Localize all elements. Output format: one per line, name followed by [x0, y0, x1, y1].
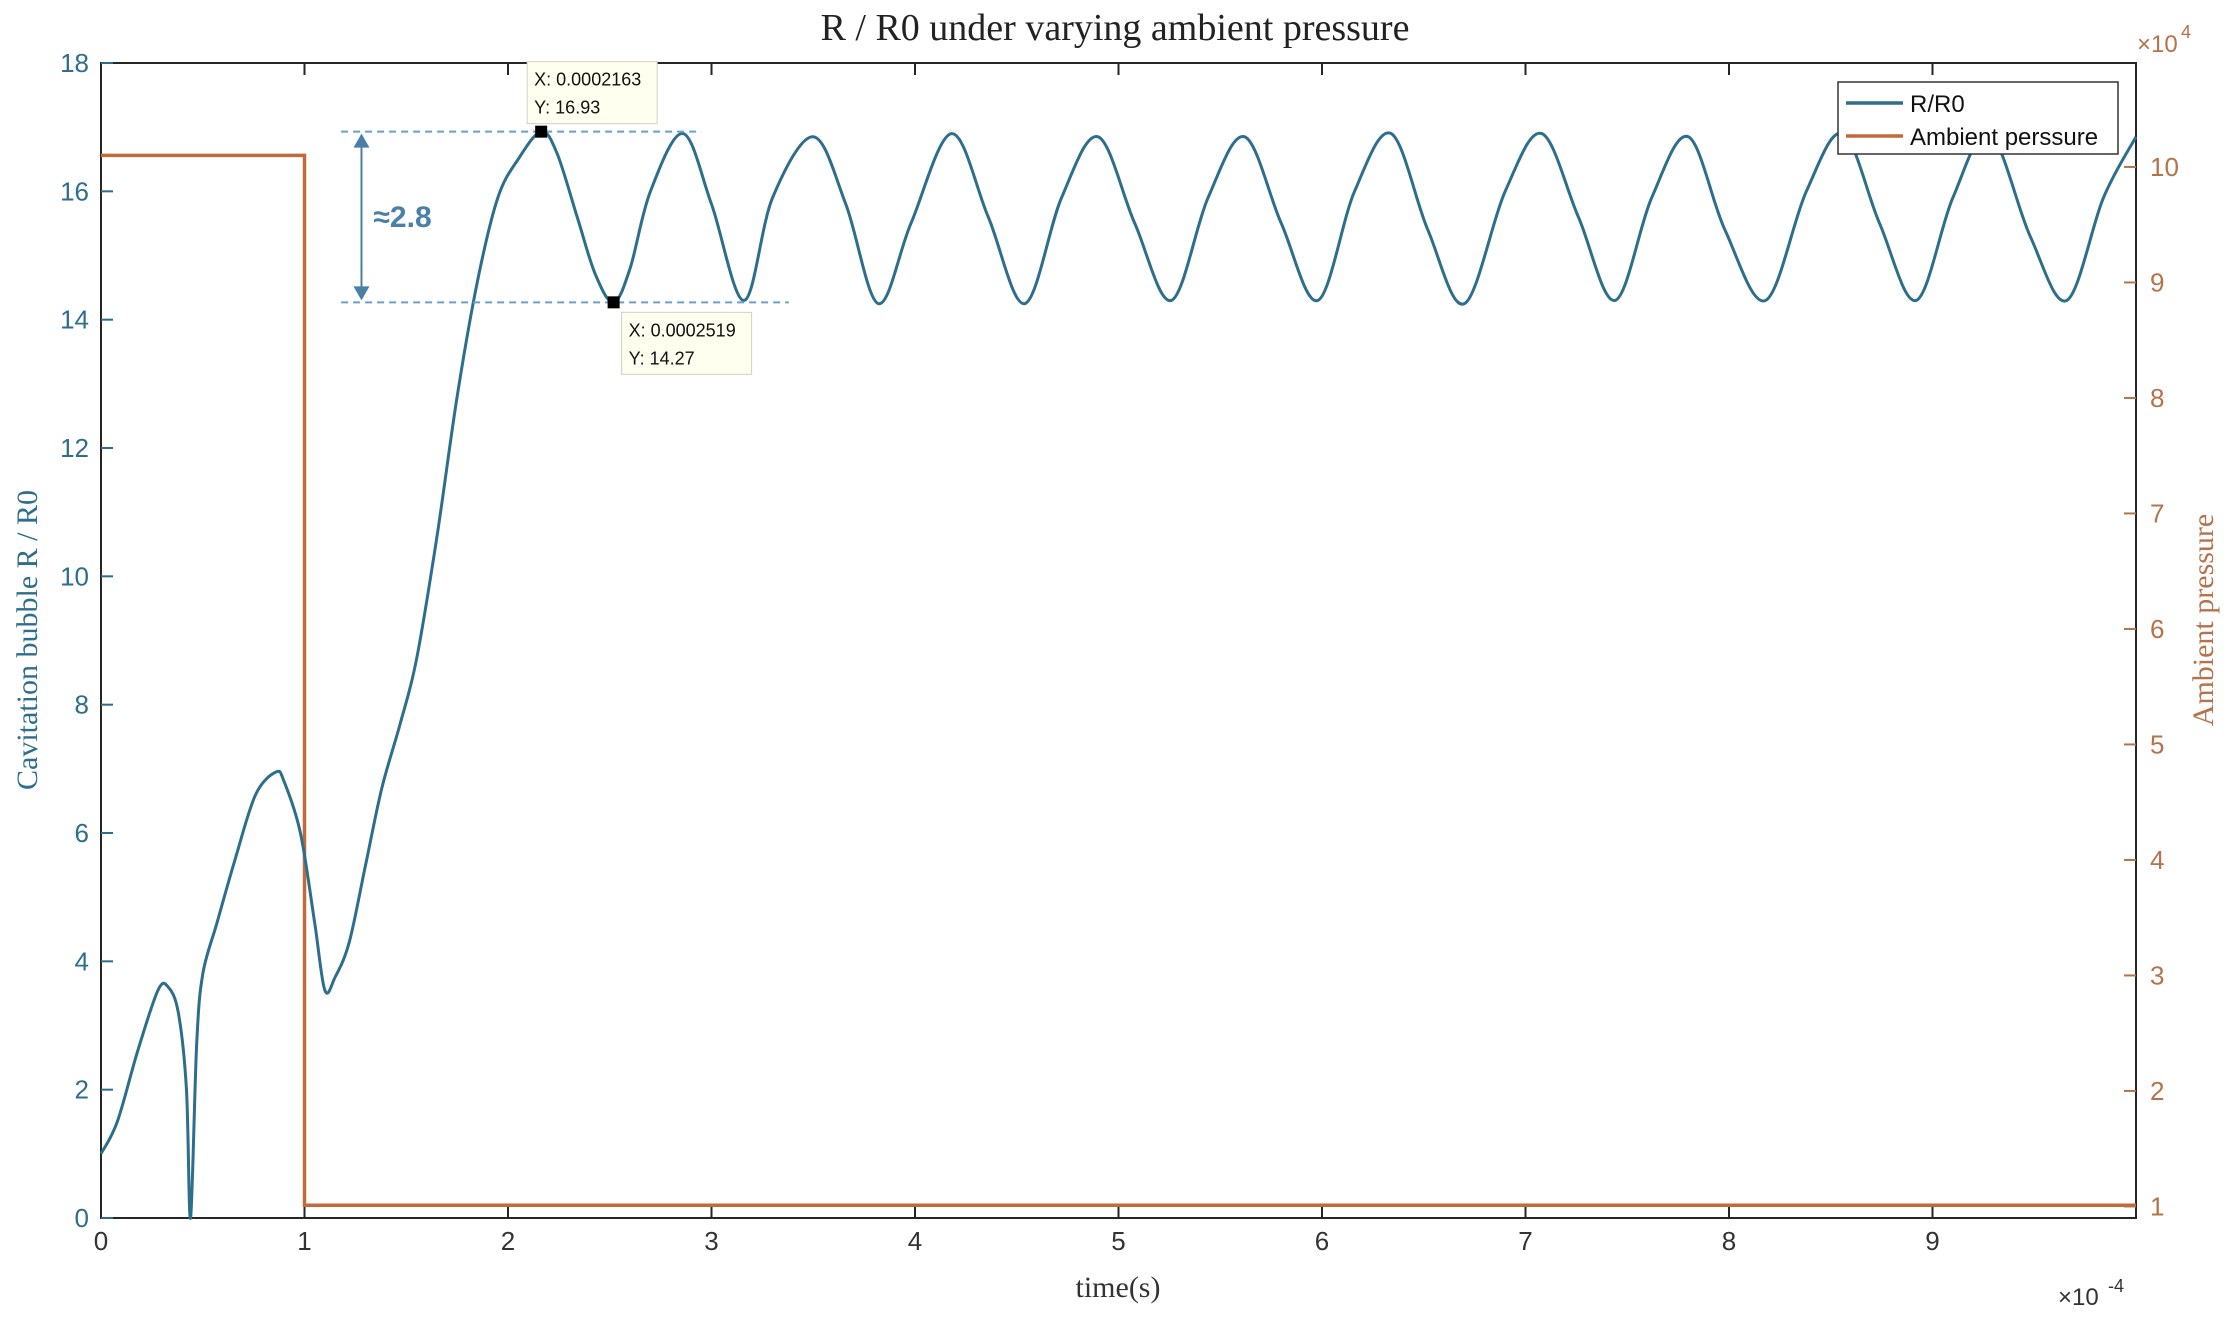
left-tick-label: 6	[75, 818, 89, 848]
datatip-y-label: Y: 14.27	[629, 348, 695, 368]
datatip[interactable]: X: 0.0002163 Y: 16.93	[526, 61, 658, 138]
left-tick-label: 16	[60, 176, 89, 206]
x-tick-label: 1	[297, 1226, 311, 1256]
x-tick-label: 4	[908, 1226, 922, 1256]
right-tick-label: 9	[2150, 267, 2164, 297]
datatip-x-label: X: 0.0002519	[629, 320, 736, 340]
right-exponent-base: ×10	[2137, 31, 2178, 58]
right-tick-label: 2	[2150, 1076, 2164, 1106]
series-line-r-r0	[99, 130, 2138, 1220]
right-tick-label: 3	[2150, 960, 2164, 990]
right-axis-exponent: ×10 4	[2137, 22, 2191, 58]
legend-label-ambient: Ambient perssure	[1910, 124, 2098, 151]
chart-title: R / R0 under varying ambient pressure	[821, 7, 1410, 49]
plot-frame	[100, 62, 2137, 1219]
x-tick-label: 7	[1518, 1226, 1532, 1256]
x-exponent-base: ×10	[2058, 1284, 2099, 1311]
x-tick-label: 8	[1722, 1226, 1736, 1256]
legend: R/R0 Ambient perssure	[1837, 81, 2119, 155]
x-axis-ticks: 0 1 2 3 4 5 6 7 8 9	[94, 63, 1940, 1256]
right-tick-label: 4	[2150, 845, 2164, 875]
x-tick-label: 6	[1315, 1226, 1329, 1256]
datatip-box	[621, 311, 753, 375]
left-tick-label: 0	[75, 1203, 89, 1233]
plot-area	[100, 62, 2137, 1219]
right-tick-label: 6	[2150, 614, 2164, 644]
right-axis-label: Ambient pressure	[2187, 514, 2220, 726]
series-line-ambient-pressure	[101, 153, 2136, 1208]
datatip[interactable]: X: 0.0002519 Y: 14.27	[607, 296, 753, 375]
arrow-up-icon	[353, 133, 370, 148]
legend-box	[1837, 81, 2119, 155]
x-tick-label: 0	[94, 1226, 108, 1256]
datatips: X: 0.0002163 Y: 16.93 X: 0.0002519 Y: 14.27	[526, 61, 753, 375]
left-tick-label: 4	[75, 946, 89, 976]
datatip-x-label: X: 0.0002163	[534, 70, 641, 90]
left-tick-label: 14	[60, 305, 89, 335]
left-axis-ticks: 0 2 4 6 8 10 12 14 16 18	[60, 48, 113, 1233]
right-tick-label: 8	[2150, 383, 2164, 413]
x-axis-label: time(s)	[1076, 1271, 1161, 1304]
x-tick-label: 5	[1111, 1226, 1125, 1256]
arrow-down-icon	[353, 286, 370, 301]
right-tick-label: 7	[2150, 498, 2164, 528]
x-exponent: ×10 -4	[2058, 1276, 2124, 1311]
series-lines	[99, 130, 2138, 1220]
left-tick-label: 2	[75, 1075, 89, 1105]
datatip-y-label: Y: 16.93	[534, 98, 600, 118]
left-axis-label: Cavitation bubble R / R0	[11, 490, 44, 790]
x-tick-label: 3	[704, 1226, 718, 1256]
x-tick-label: 9	[1925, 1226, 1939, 1256]
left-tick-label: 12	[60, 433, 89, 463]
right-tick-label: 10	[2150, 152, 2179, 182]
difference-label: ≈2.8	[373, 201, 431, 234]
right-tick-label: 1	[2150, 1191, 2164, 1221]
right-tick-label: 5	[2150, 729, 2164, 759]
right-axis-ticks: 1 2 3 4 5 6 7 8 9 10	[2124, 152, 2179, 1221]
datatip-box	[526, 61, 658, 125]
left-tick-label: 18	[60, 48, 89, 78]
left-tick-label: 8	[75, 690, 89, 720]
datatip-marker[interactable]	[535, 125, 548, 138]
datatip-marker[interactable]	[607, 296, 620, 309]
difference-annotation: ≈2.8	[341, 130, 789, 304]
right-exponent-power: 4	[2181, 22, 2191, 42]
x-exponent-power: -4	[2108, 1276, 2124, 1296]
x-tick-label: 2	[501, 1226, 515, 1256]
left-tick-label: 10	[60, 561, 89, 591]
legend-label-r-r0: R/R0	[1910, 91, 1965, 118]
